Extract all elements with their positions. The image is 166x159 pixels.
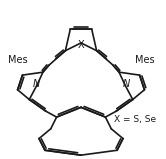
Text: Mes: Mes <box>8 55 27 66</box>
Text: Mes: Mes <box>135 55 154 66</box>
Text: N: N <box>33 79 40 89</box>
Text: X = S, Se: X = S, Se <box>114 114 156 124</box>
Text: N: N <box>122 79 129 89</box>
Text: X: X <box>78 40 84 50</box>
